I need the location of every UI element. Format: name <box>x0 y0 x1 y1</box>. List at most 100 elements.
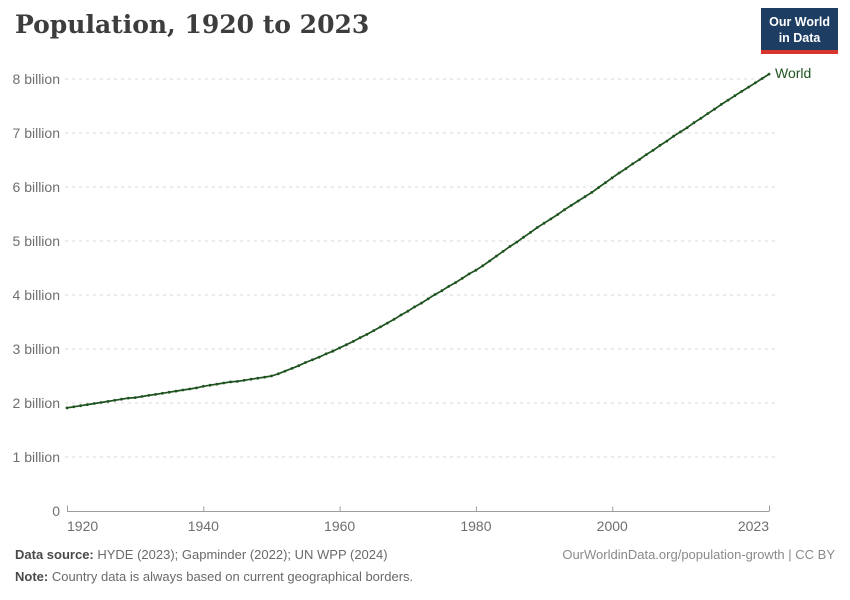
world-series-point <box>290 367 294 370</box>
world-series-label[interactable]: World <box>775 65 811 81</box>
data-source-label: Data source: <box>15 547 94 562</box>
owid-logo[interactable]: Our World in Data <box>761 8 838 54</box>
note-line: Note: Country data is always based on cu… <box>15 566 413 588</box>
world-series-point <box>706 112 710 115</box>
world-series-point <box>644 153 648 157</box>
world-series-point <box>617 171 621 175</box>
world-series-point <box>454 281 457 284</box>
world-series-point <box>692 121 696 125</box>
world-series-point <box>590 191 594 194</box>
chart-title: Population, 1920 to 2023 <box>15 10 370 39</box>
world-series-point <box>65 406 69 410</box>
world-series-point <box>365 333 369 336</box>
world-series-point <box>447 285 451 288</box>
world-series-point <box>713 107 716 111</box>
world-series-point <box>583 195 587 199</box>
world-series-point <box>576 199 580 203</box>
x-tick-label: 1960 <box>324 518 355 534</box>
world-series-point <box>529 231 532 234</box>
world-series-point <box>256 376 260 380</box>
world-series-point <box>604 181 607 185</box>
world-series-point <box>406 309 410 313</box>
world-series-point <box>92 402 96 405</box>
world-series-point <box>399 313 403 317</box>
world-series-point <box>317 355 321 359</box>
world-series-point <box>215 382 219 386</box>
world-series-point <box>283 369 287 373</box>
world-series-point <box>338 346 341 350</box>
y-tick-label: 1 billion <box>13 449 60 465</box>
world-series-point <box>767 72 771 76</box>
x-tick-label: 1940 <box>188 518 219 534</box>
world-series-point <box>195 386 198 390</box>
world-series-point <box>508 245 512 248</box>
world-series-point <box>549 217 553 221</box>
world-series-point <box>311 358 314 362</box>
world-series-point <box>345 343 348 347</box>
world-series-point <box>249 377 253 381</box>
world-series-point <box>106 400 110 403</box>
world-series-point <box>72 405 76 409</box>
world-series-point <box>270 374 273 378</box>
world-series-point <box>181 388 185 392</box>
world-series-point <box>460 276 464 280</box>
world-series-point <box>420 301 423 305</box>
owid-logo-line1: Our World <box>769 15 830 29</box>
note-label: Note: <box>15 569 49 585</box>
y-tick-label: 5 billion <box>13 233 60 249</box>
world-series-point <box>597 186 600 189</box>
world-series-point <box>719 103 723 106</box>
world-series-point <box>556 213 560 216</box>
world-series-point <box>658 144 662 147</box>
world-series-point <box>501 249 505 253</box>
x-tick-label: 2000 <box>597 518 628 534</box>
world-series-point <box>413 305 416 309</box>
world-series-point <box>665 139 669 143</box>
world-series-point <box>113 398 117 402</box>
world-series-point <box>147 394 151 397</box>
world-series-point <box>733 94 737 98</box>
data-source-text: HYDE (2023); Gapminder (2022); UN WPP (2… <box>93 547 388 562</box>
world-series-point <box>488 259 491 263</box>
chart-footer: Data source: HYDE (2023); Gapminder (202… <box>15 544 835 588</box>
world-series-point <box>467 272 471 276</box>
world-series-point <box>154 393 158 396</box>
world-series-point <box>140 395 144 398</box>
world-series-point <box>297 364 301 368</box>
world-series-point <box>740 90 744 93</box>
world-series-point <box>679 130 682 134</box>
world-series-point <box>672 134 675 138</box>
y-tick-label: 4 billion <box>13 287 60 303</box>
world-series-point <box>726 98 730 102</box>
x-tick-label: 1920 <box>67 518 98 534</box>
world-series-point <box>522 235 525 239</box>
y-tick-label: 8 billion <box>13 71 60 87</box>
world-series-point <box>372 329 376 332</box>
world-series-point <box>79 404 82 408</box>
world-series-point <box>161 391 164 395</box>
world-series-point <box>699 117 703 120</box>
world-series-point <box>276 372 280 376</box>
world-series-point <box>379 325 382 329</box>
world-series-point <box>174 389 178 393</box>
world-series-point <box>201 384 205 388</box>
world-series-point <box>563 208 566 212</box>
world-series-point <box>392 317 396 321</box>
world-series-point <box>242 378 246 382</box>
world-series-point <box>481 264 485 268</box>
world-series-point <box>426 297 430 301</box>
world-series-point <box>610 176 614 180</box>
world-series-point <box>535 226 539 229</box>
world-series-point <box>542 221 546 225</box>
world-series-point <box>167 390 171 394</box>
world-series-point <box>760 77 764 80</box>
footer-link[interactable]: OurWorldinData.org/population-growth | C… <box>562 547 835 562</box>
x-tick-label: 2023 <box>738 518 769 534</box>
world-series-point <box>126 396 130 400</box>
y-tick-label: 7 billion <box>13 125 60 141</box>
y-tick-label: 0 <box>52 503 60 519</box>
world-series-point <box>631 162 635 166</box>
world-series-point <box>324 352 328 356</box>
